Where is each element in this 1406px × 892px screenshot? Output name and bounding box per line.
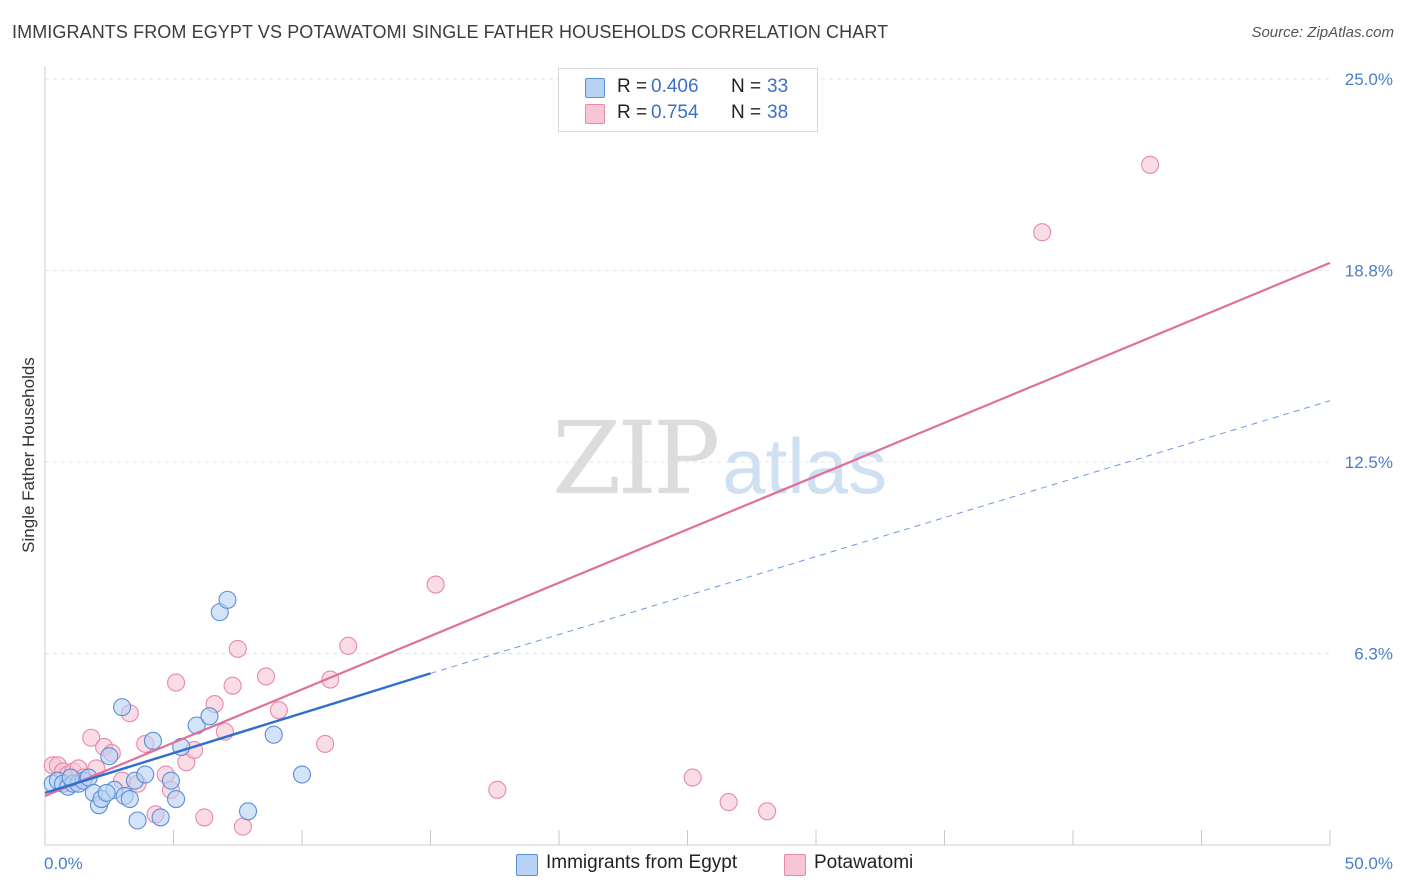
egypt-n-value: 33: [767, 76, 789, 97]
potawatomi-legend-swatch: [784, 854, 806, 876]
egypt-point: [264, 725, 283, 744]
chart-title: IMMIGRANTS FROM EGYPT VS POTAWATOMI SING…: [12, 22, 889, 42]
potawatomi-point: [719, 793, 738, 812]
egypt-point: [238, 802, 258, 821]
potawatomi-point: [223, 676, 242, 695]
potawatomi-point: [269, 701, 288, 720]
egypt-trendline: [44, 672, 431, 795]
potawatomi-trendline: [44, 261, 1331, 797]
x-tick-label-max: 50.0%: [1345, 854, 1393, 873]
potawatomi-point: [82, 728, 101, 747]
potawatomi-point: [195, 808, 214, 827]
potawatomi-point: [488, 780, 507, 799]
stats-legend: R = 0.406 N = 33 R = 0.754 N = 38: [558, 68, 818, 132]
egypt-swatch: [585, 78, 605, 98]
potawatomi-point: [339, 636, 358, 655]
egypt-point: [167, 789, 186, 809]
egypt-point: [113, 698, 132, 717]
potawatomi-point: [316, 734, 335, 753]
potawatomi-point: [1141, 155, 1160, 174]
potawatomi-point: [167, 673, 186, 692]
egypt-point: [161, 771, 180, 790]
potawatomi-swatch: [585, 104, 605, 124]
egypt-point: [120, 789, 139, 809]
y-tick-label: 18.8%: [1345, 262, 1393, 281]
egypt-point: [200, 707, 219, 726]
potawatomi-point: [228, 639, 247, 658]
watermark: ZIPatlas: [552, 400, 887, 517]
y-tick-label: 6.3%: [1354, 645, 1393, 664]
potawatomi-point: [758, 802, 777, 821]
egypt-n-label: N =: [731, 76, 762, 97]
potawatomi-point: [683, 768, 702, 787]
egypt-point: [97, 783, 116, 802]
potawatomi-point: [256, 667, 276, 686]
watermark-atlas: atlas: [722, 422, 888, 510]
egypt-trendline-extrapolated: [430, 400, 1331, 674]
egypt-point: [143, 731, 162, 750]
egypt-point: [128, 811, 147, 830]
egypt-legend-swatch: [516, 854, 538, 876]
potawatomi-point: [233, 817, 252, 836]
egypt-r-label: R =: [617, 76, 648, 97]
potawatomi-point: [1033, 223, 1052, 242]
source-credit: Source: ZipAtlas.com: [1251, 24, 1394, 41]
watermark-zip: ZIP: [552, 400, 720, 517]
y-tick-label: 25.0%: [1345, 70, 1393, 89]
egypt-point: [292, 765, 312, 784]
egypt-point: [136, 765, 155, 784]
potawatomi-r-label: R =: [617, 102, 648, 123]
potawatomi-n-label: N =: [731, 102, 762, 123]
y-tick-label: 12.5%: [1345, 453, 1393, 472]
potawatomi-n-value: 38: [767, 102, 789, 123]
potawatomi-point: [426, 575, 445, 594]
potawatomi-legend-label: Potawatomi: [814, 852, 914, 873]
y-axis-label: Single Father Households: [19, 357, 38, 553]
egypt-r-value: 0.406: [651, 76, 699, 97]
egypt-point: [151, 808, 170, 827]
x-tick-label-min: 0.0%: [44, 854, 83, 873]
egypt-point: [100, 747, 119, 766]
potawatomi-r-value: 0.754: [651, 102, 699, 123]
egypt-point: [218, 590, 237, 609]
egypt-legend-label: Immigrants from Egypt: [546, 852, 738, 873]
